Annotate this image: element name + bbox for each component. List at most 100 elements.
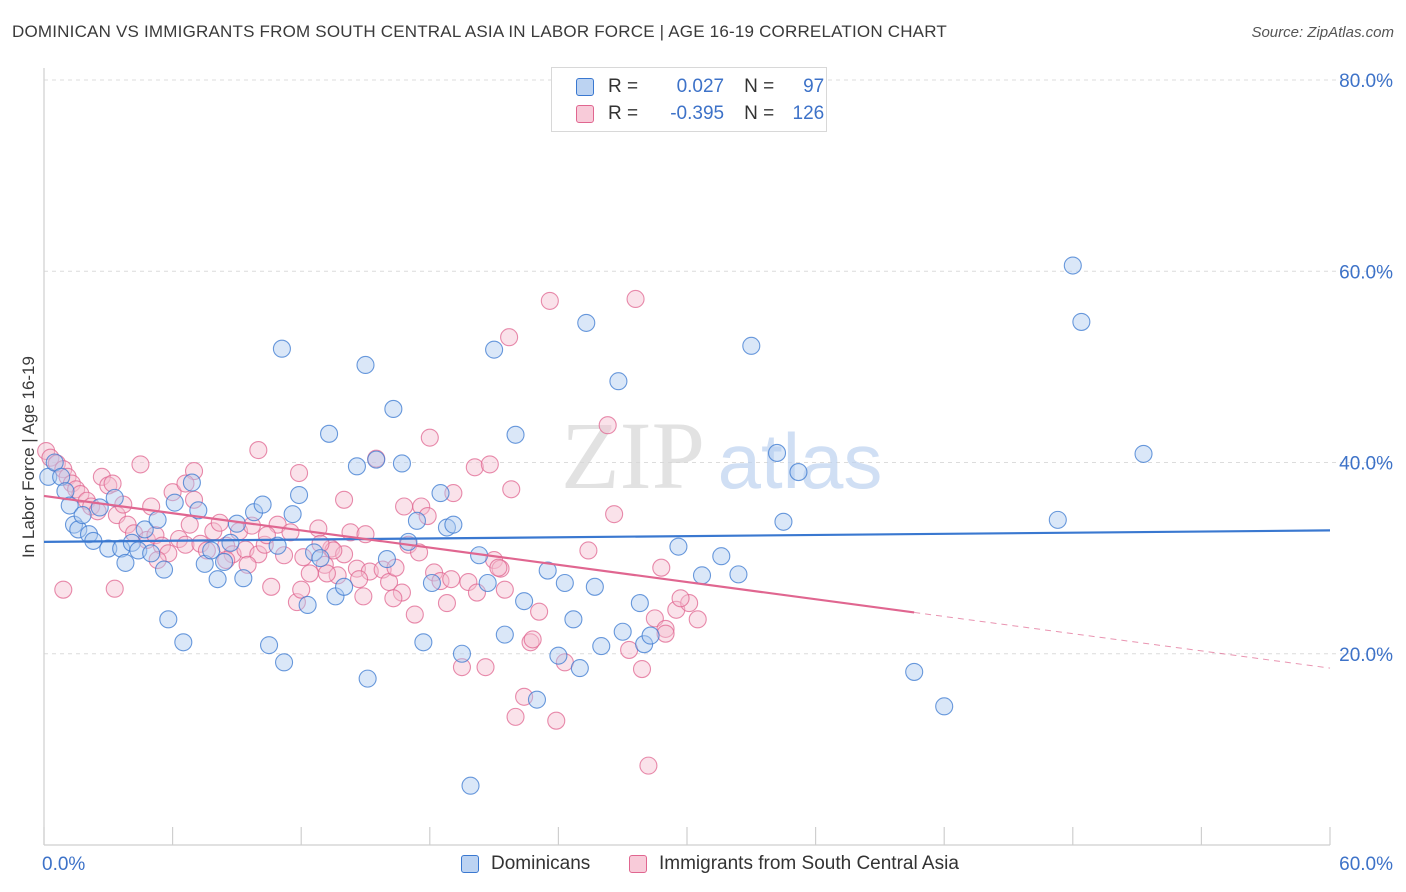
axes	[43, 68, 1331, 846]
immigrants-point	[103, 474, 122, 493]
dominicans-point	[358, 669, 377, 688]
immigrants-point	[521, 633, 540, 652]
immigrants-point	[620, 640, 639, 659]
dominicans-point	[69, 520, 88, 539]
correlation-legend: R = 0.027 N = 97 R = -0.395 N = 126	[551, 67, 827, 132]
dominicans-point	[478, 573, 497, 593]
dominicans-point	[227, 514, 246, 533]
dominicans-point	[515, 592, 534, 611]
immigrants-point	[579, 541, 598, 560]
dominicans-point	[377, 550, 396, 569]
dominicans-point	[641, 626, 660, 645]
watermark-zip: ZIP	[561, 402, 705, 509]
immigrants-point	[418, 506, 437, 526]
immigrants-point	[384, 589, 403, 608]
dominicans-point	[392, 454, 411, 473]
dominicans-point	[122, 533, 141, 552]
dominicans-point	[905, 662, 924, 681]
dominicans-point	[767, 443, 787, 462]
dominicans-point	[52, 467, 71, 486]
x-tick-label-min: 0.0%	[42, 854, 85, 875]
dominicans-point	[142, 544, 161, 563]
immigrants-point	[420, 428, 439, 447]
immigrants-point	[495, 580, 514, 599]
y-axis-label: In Labor Force | Age 16-19	[19, 356, 38, 558]
immigrants-point	[238, 555, 257, 574]
dominicans-point	[189, 501, 208, 520]
immigrants-point	[437, 594, 456, 613]
dominicans-point	[485, 340, 504, 359]
immigrants-point	[335, 490, 354, 509]
dominicans-point	[407, 511, 426, 530]
dominicans-point	[789, 463, 808, 482]
tick-labels: 20.0% 40.0% 60.0% 80.0%	[1339, 71, 1393, 666]
immigrants-point	[184, 462, 204, 481]
dominicans-point	[527, 690, 547, 709]
immigrants-point	[652, 558, 671, 577]
immigrants-point	[506, 707, 525, 726]
dominicans-point	[90, 498, 109, 517]
immigrants-point	[395, 497, 414, 516]
dominicans-point	[335, 577, 354, 596]
dominicans-point	[495, 625, 514, 644]
dominicans-point	[592, 637, 611, 656]
immigrants-point	[547, 711, 566, 730]
dominicans-point	[774, 512, 793, 531]
dominicans-point	[298, 595, 317, 615]
dominicans-point	[422, 573, 441, 593]
immigrants-point	[626, 289, 645, 309]
legend-n-label: N =	[744, 76, 775, 97]
dominicans-point	[1048, 510, 1067, 529]
immigrants-point	[656, 624, 675, 643]
dominicans-point	[99, 539, 118, 558]
dominicans-point	[585, 577, 604, 596]
immigrants-point	[656, 619, 675, 638]
immigrants-point	[176, 474, 195, 493]
dominicans-point	[283, 505, 302, 524]
dominicans-point	[399, 532, 418, 551]
dominicans-point	[159, 610, 178, 629]
dominicans-point	[311, 549, 330, 568]
dominicans-point	[60, 496, 79, 515]
immigrants-point	[605, 505, 624, 524]
dominicans-point	[414, 633, 433, 652]
immigrants-point	[500, 328, 519, 347]
immigrants-point	[688, 610, 707, 629]
immigrants-point	[680, 594, 699, 613]
immigrants-point	[452, 658, 472, 677]
dominicans-point	[208, 570, 227, 589]
legend-r-value-immigrants: -0.395	[670, 103, 725, 124]
immigrants-point	[540, 291, 559, 310]
immigrants-point	[105, 579, 124, 598]
dominicans-point	[577, 313, 596, 332]
immigrants-point	[480, 455, 499, 474]
dominicans-point	[630, 594, 649, 613]
dominicans-point	[692, 566, 712, 585]
dominicans-point	[431, 484, 450, 503]
watermark: ZIP atlas	[561, 402, 882, 509]
dominicans-point	[290, 485, 309, 505]
legend-r-value-dominicans: 0.027	[676, 76, 725, 97]
dominicans-point	[609, 372, 628, 391]
immigrants-point	[176, 535, 195, 554]
y-tick-label: 60.0%	[1339, 262, 1393, 283]
immigrants-point	[290, 463, 309, 483]
legend-row-immigrants: R = -0.395 N = 126	[576, 101, 824, 127]
dominicans-point	[669, 537, 688, 556]
bottom-legend-dominicans: Dominicans	[461, 851, 590, 877]
immigrants-point	[317, 564, 336, 583]
dominicans-point	[234, 569, 253, 588]
immigrants-point	[281, 523, 300, 542]
dominicans-point	[712, 547, 731, 566]
immigrants-point	[71, 485, 90, 504]
legend-swatch-pink	[576, 105, 594, 123]
dominicans-point	[570, 659, 589, 678]
dominicans-point	[135, 520, 154, 539]
dominicans-point	[148, 510, 167, 529]
dominicans-point	[1063, 256, 1082, 275]
immigrants-point	[249, 441, 268, 460]
dominicans-point	[275, 653, 294, 672]
dominicans-point	[506, 425, 525, 444]
immigrants-point	[262, 577, 281, 596]
